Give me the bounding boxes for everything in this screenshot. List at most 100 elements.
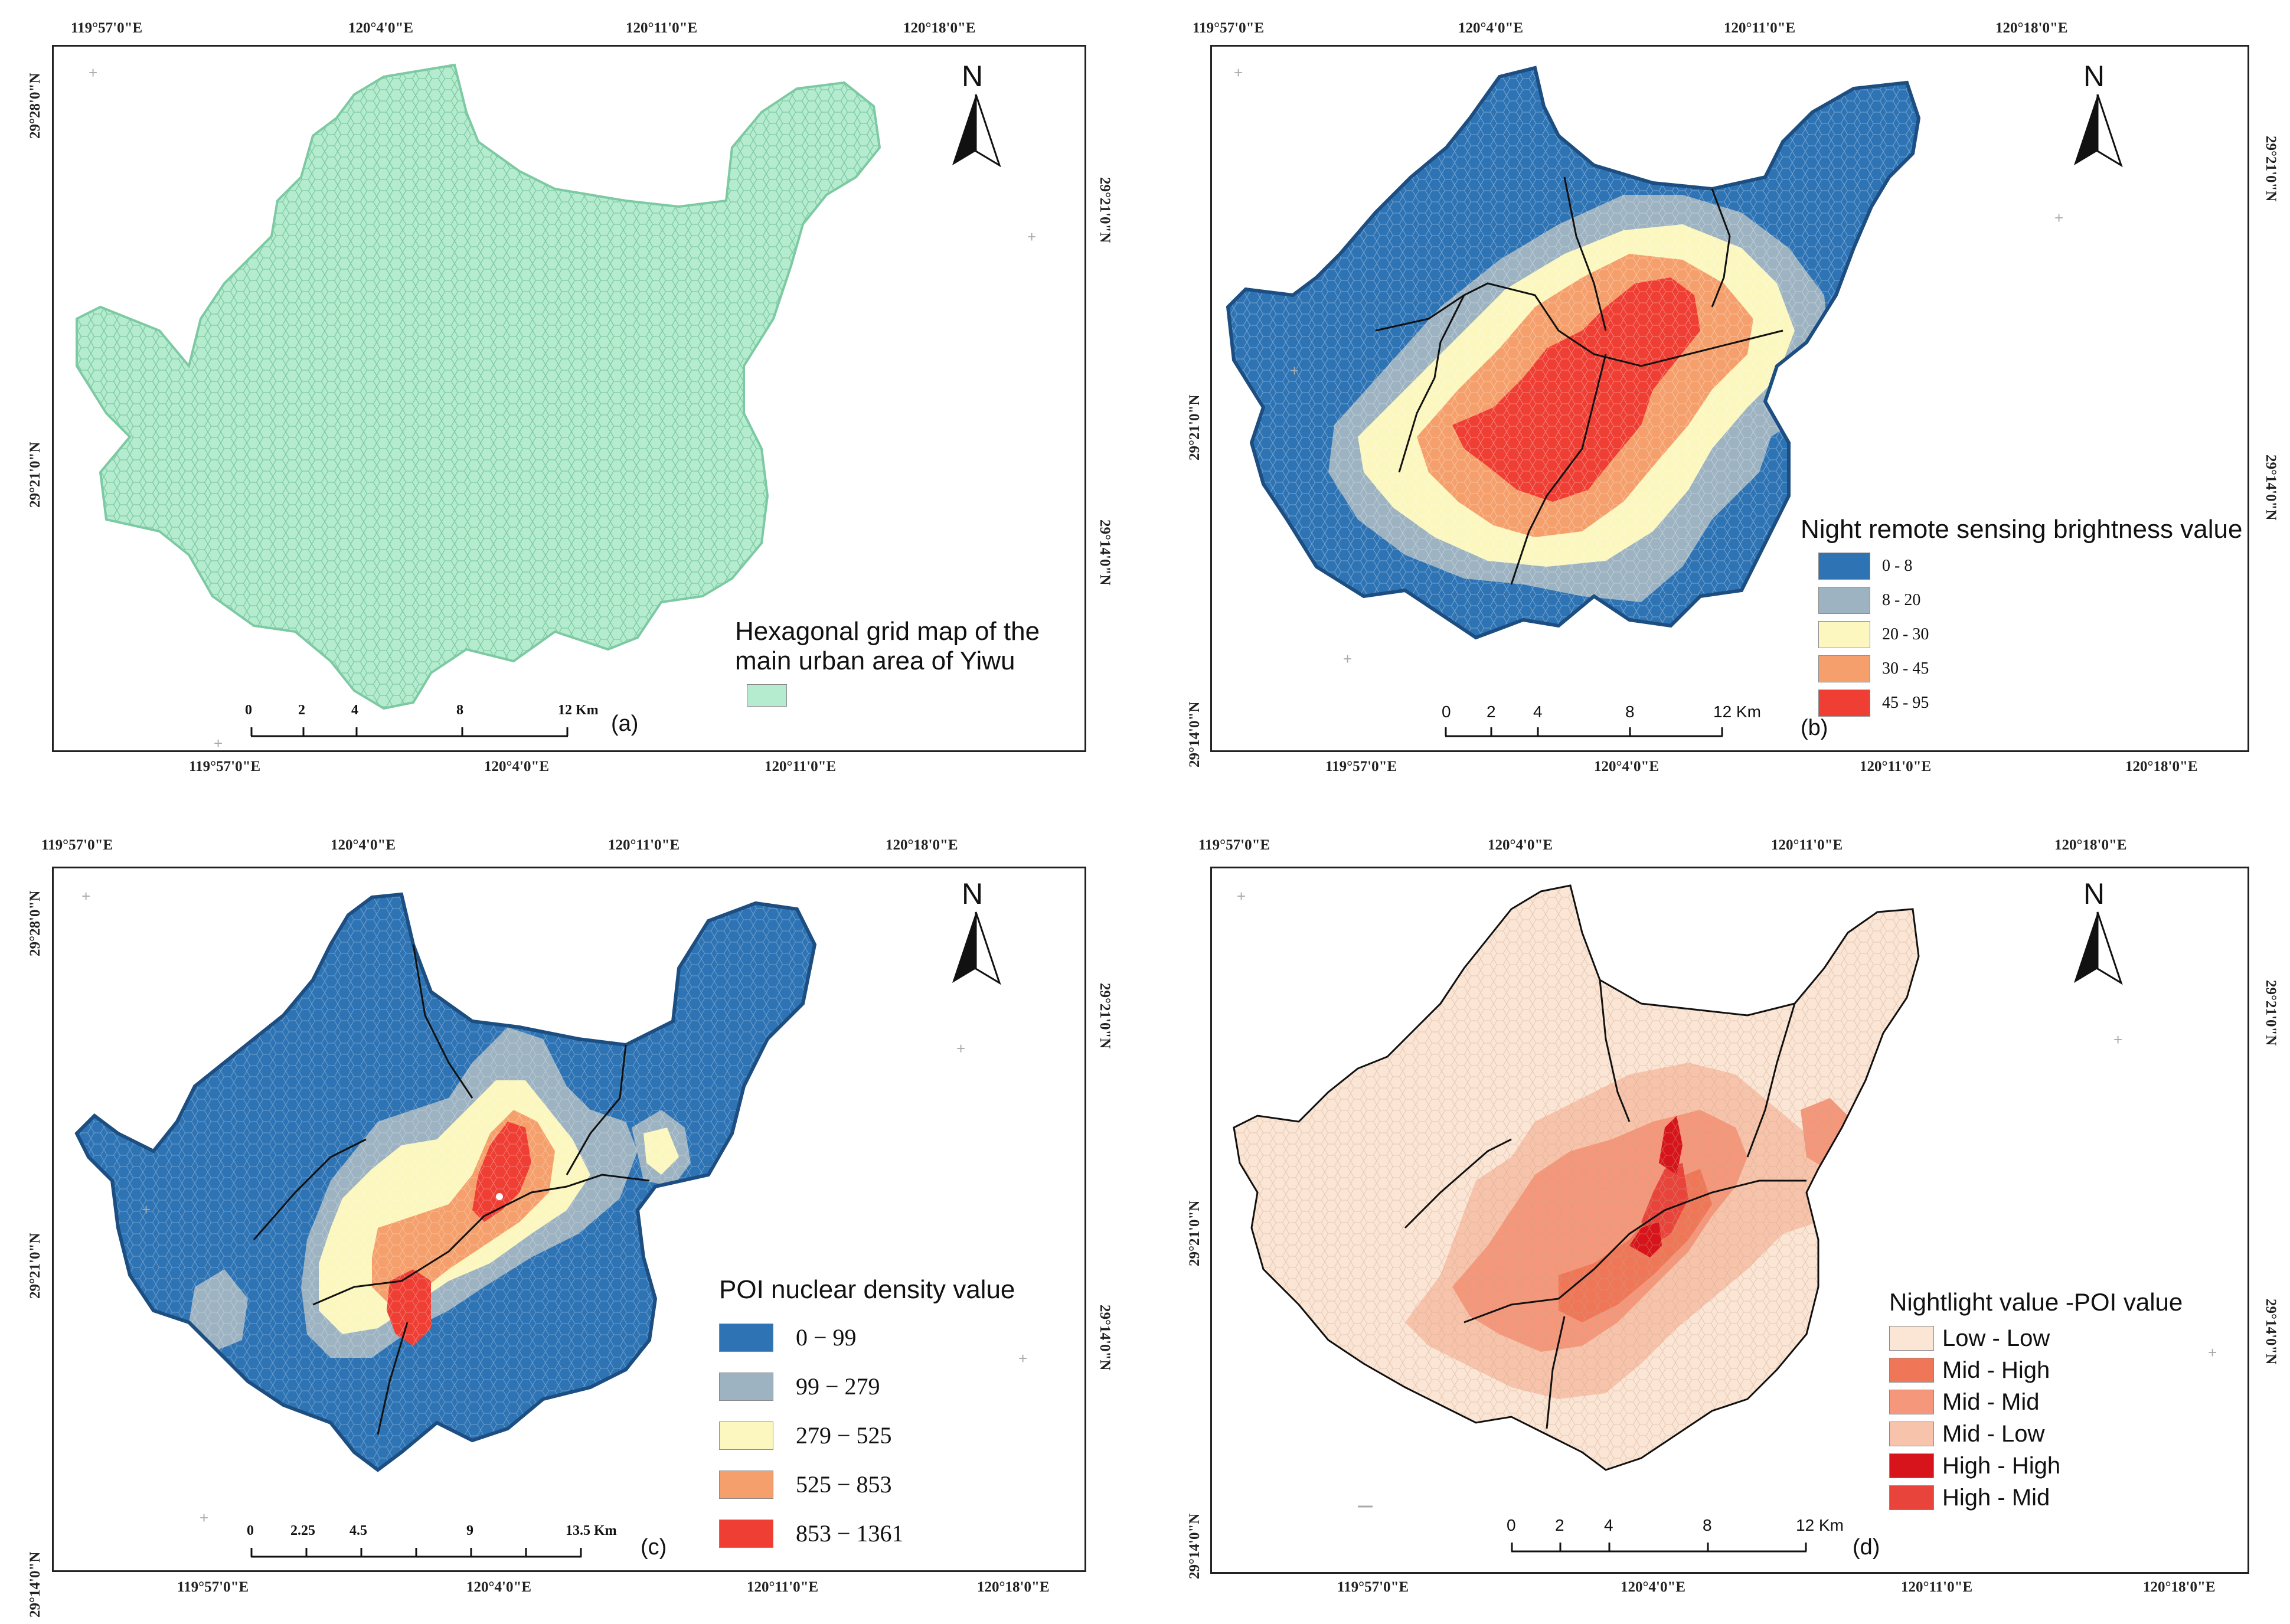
outline-d [1233, 884, 1920, 1471]
legend-swatch [719, 1470, 773, 1499]
graticule-cross: + [1018, 1349, 1027, 1367]
coord-top-b-2: 120°11'0"E [1724, 20, 1796, 36]
legend-item: 45 - 95 [1801, 686, 2242, 720]
outline-b [1226, 66, 1921, 640]
legend-swatch [719, 1421, 773, 1450]
north-arrow-a: N [948, 59, 1001, 171]
legend-item: 20 - 30 [1801, 617, 2242, 652]
coord-bottom-a-2: 120°11'0"E [765, 759, 837, 775]
scale-tick-label: 2 [298, 702, 305, 718]
coord-bottom-a-1: 120°4'0"E [484, 759, 549, 775]
legend-title: Nightlight value -POI value [1889, 1288, 2183, 1316]
north-arrow-icon [2074, 94, 2123, 168]
graticule-cross: + [2054, 209, 2063, 227]
coord-bottom-c-1: 120°4'0"E [466, 1579, 531, 1595]
legend-label: 525 − 853 [796, 1471, 892, 1498]
legend-swatch [1818, 655, 1870, 682]
panel-label-b: (b) [1801, 715, 1828, 740]
hex-grid-a [77, 65, 880, 708]
coord-bottom-d-1: 120°4'0"E [1621, 1579, 1685, 1595]
scale-tick-label: 8 [1625, 702, 1635, 721]
graticule-cross: + [956, 1040, 965, 1057]
legend-label: 45 - 95 [1882, 694, 1929, 712]
scale-tick-label: 2 [1487, 702, 1496, 721]
legend-label: High - Mid [1942, 1484, 2050, 1511]
legend-item: 30 - 45 [1801, 652, 2242, 686]
district-boundaries-c [253, 944, 650, 1435]
legend-item: 0 - 8 [1801, 549, 2242, 583]
legend-swatch [719, 1323, 773, 1352]
legend-item: High - Mid [1889, 1482, 2183, 1514]
legend-item: 279 − 525 [719, 1411, 1015, 1460]
outline-c [74, 892, 817, 1472]
scale-tick-label: 8 [1703, 1516, 1712, 1534]
north-label: N [2083, 877, 2105, 910]
map-a: + + + [76, 63, 1036, 752]
legend-item: Low - Low [1889, 1322, 2183, 1354]
graticule-cross: + [1027, 228, 1036, 246]
coord-bottom-b-0: 119°57'0"E [1325, 759, 1397, 775]
coord-bottom-b-1: 120°4'0"E [1594, 759, 1659, 775]
scale-tick-label: 0 [1442, 702, 1451, 721]
coord-bottom-d-2: 120°11'0"E [1901, 1579, 1973, 1595]
coord-top-c-0: 119°57'0"E [41, 837, 113, 853]
scale-tick-label: 9 [466, 1523, 473, 1538]
legend-swatch [1889, 1485, 1934, 1510]
graticule-cross: + [142, 1201, 151, 1218]
coord-top-d-3: 120°18'0"E [2054, 837, 2127, 853]
north-label: N [962, 877, 984, 910]
coord-bottom-d-3: 120°18'0"E [2143, 1579, 2216, 1595]
legend-swatch [1818, 690, 1870, 717]
coord-top-b-0: 119°57'0"E [1193, 20, 1265, 36]
legend-item: 99 − 279 [719, 1362, 1015, 1411]
graticule-cross: + [1237, 887, 1246, 905]
scale-tick-label: 4 [1533, 702, 1543, 721]
district-boundaries-d [1404, 979, 1806, 1429]
scale-tick-label: 0 [1507, 1516, 1516, 1534]
scale-tick-label: 2 [1555, 1516, 1564, 1534]
legend-swatch [1818, 621, 1870, 648]
graticule-cross: + [214, 734, 223, 752]
coord-bottom-c-0: 119°57'0"E [177, 1579, 249, 1595]
legend-item: 525 − 853 [719, 1460, 1015, 1509]
graticule-cross: + [2208, 1344, 2217, 1361]
legend-label: 20 - 30 [1882, 625, 1929, 643]
legend-item: 0 − 99 [719, 1313, 1015, 1362]
coord-top-b-1: 120°4'0"E [1458, 20, 1523, 36]
north-arrow-c: N [948, 877, 1001, 989]
graticule-cross: + [200, 1509, 208, 1527]
legend-title: Night remote sensing brightness value [1801, 515, 2243, 544]
legend-swatch [1889, 1358, 1934, 1383]
panel-label-c: (c) [641, 1535, 667, 1560]
center-point [496, 1193, 503, 1200]
legend-label: 853 − 1361 [796, 1520, 904, 1547]
legend-swatch-hex [747, 684, 787, 707]
coord-top-a-2: 120°11'0"E [626, 20, 698, 36]
coord-top-c-3: 120°18'0"E [886, 837, 958, 853]
coord-top-c-1: 120°4'0"E [331, 837, 396, 853]
graticule-cross: + [2113, 1031, 2122, 1048]
scale-tick-label: 4 [1604, 1516, 1613, 1534]
legend-label: High - High [1942, 1452, 2061, 1479]
scale-tick-label: 0 [245, 702, 252, 718]
graticule-cross: + [89, 64, 97, 81]
legend-swatch [1818, 553, 1870, 580]
legend-item: Mid - Mid [1889, 1386, 2183, 1418]
scale-tick-label: 8 [456, 702, 463, 718]
scale-bar-d [1511, 1543, 1807, 1553]
legend-swatch [1889, 1390, 1934, 1414]
legend-item: Mid - High [1889, 1354, 2183, 1386]
scale-tick-label: 4.5 [349, 1523, 367, 1538]
legend-title-line-2: main urban area of Yiwu [735, 646, 1015, 675]
legend-swatch [719, 1519, 773, 1548]
legend-item: Mid - Low [1889, 1418, 2183, 1450]
legend-title: POI nuclear density value [719, 1275, 1015, 1304]
coord-bottom-a-0: 119°57'0"E [189, 759, 261, 775]
legend-c: POI nuclear density value 0 − 99 99 − 27… [719, 1275, 1015, 1558]
legend-label: 0 − 99 [796, 1324, 857, 1351]
coord-bottom-d-0: 119°57'0"E [1337, 1579, 1409, 1595]
coord-top-a-3: 120°18'0"E [903, 20, 976, 36]
legend-d: Nightlight value -POI value Low - Low Mi… [1889, 1288, 2183, 1514]
coord-top-c-2: 120°11'0"E [608, 837, 680, 853]
